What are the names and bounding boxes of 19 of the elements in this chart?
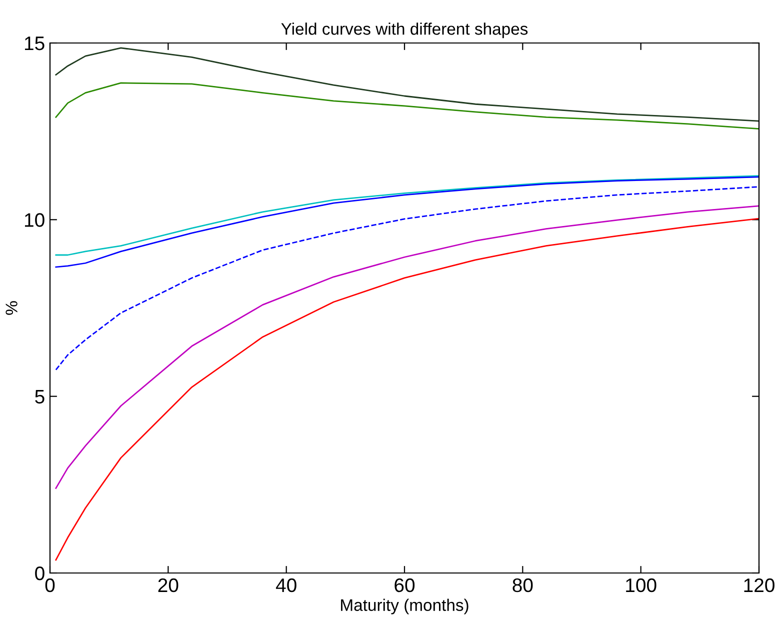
y-tick-label: 10 — [24, 213, 44, 227]
line-series — [55, 186, 759, 371]
x-tick-label: 20 — [158, 578, 178, 592]
x-tick-label: 60 — [394, 578, 415, 592]
x-axis-title: Maturity (months) — [341, 598, 468, 614]
x-tick-label: 100 — [626, 578, 656, 592]
x-tick-label: 0 — [45, 578, 55, 592]
y-tick-label: 15 — [24, 36, 44, 50]
line-series — [55, 82, 759, 130]
line-series — [55, 205, 759, 489]
y-tick-label: 5 — [35, 390, 44, 404]
x-tick-label: 80 — [512, 578, 533, 592]
x-tick-label: 40 — [276, 578, 296, 592]
x-tick-label: 120 — [744, 578, 774, 592]
y-tick-label: 0 — [35, 566, 44, 580]
y-axis-title: % — [6, 301, 18, 315]
line-series — [55, 47, 759, 122]
chart-title: Yield curves with different shapes — [281, 22, 528, 38]
line-series — [55, 218, 759, 561]
